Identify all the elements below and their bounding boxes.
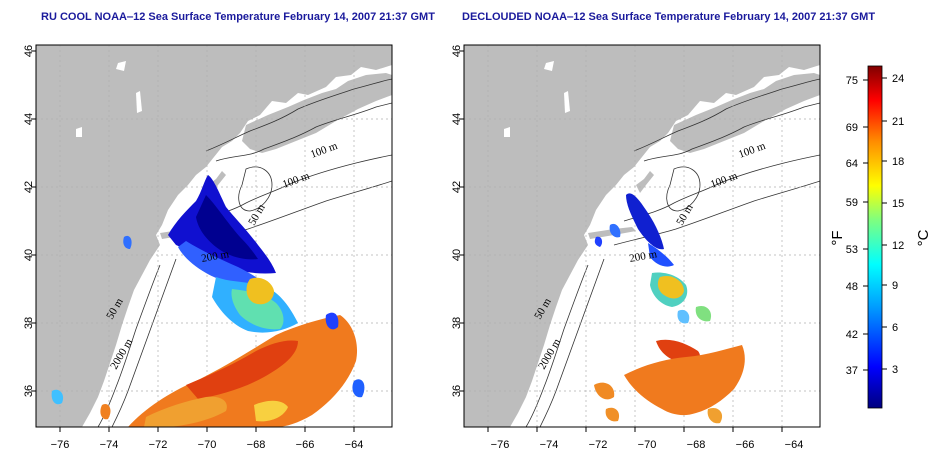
y-tick-label: 46 [23, 45, 35, 57]
colorbar-celsius-unit: °C [915, 229, 932, 246]
x-tick-label: −66 [296, 439, 315, 451]
colorbar-f-tick: 53 [846, 244, 858, 256]
left-panel-title: RU COOL NOAA‒12 Sea Surface Temperature … [41, 11, 435, 23]
x-tick-label: −64 [785, 439, 804, 451]
colorbar-f-tick: 69 [846, 122, 858, 134]
y-tick-label: 44 [451, 113, 463, 125]
x-tick-label: −72 [149, 439, 168, 451]
left-y-axis: 36 38 40 42 44 46 [23, 45, 36, 397]
right-map [464, 45, 820, 427]
colorbar-c-tick: 6 [892, 322, 898, 334]
colorbar-c-tick: 9 [892, 280, 898, 292]
x-tick-label: −76 [51, 439, 70, 451]
colorbar: 75 69 64 59 53 48 42 37 24 21 18 15 12 9… [829, 65, 932, 409]
y-tick-label: 44 [23, 113, 35, 125]
x-tick-label: −70 [198, 439, 217, 451]
y-tick-label: 42 [23, 181, 35, 193]
contour-label: 200 m [628, 248, 658, 265]
y-tick-label: 36 [23, 385, 35, 397]
colorbar-f-tick: 59 [846, 197, 858, 209]
y-tick-label: 42 [451, 181, 463, 193]
y-tick-label: 36 [451, 385, 463, 397]
right-y-axis: 36 38 40 42 44 46 [451, 45, 464, 397]
y-tick-label: 38 [451, 317, 463, 329]
y-tick-label: 38 [23, 317, 35, 329]
left-map [36, 45, 392, 427]
x-tick-label: −70 [638, 439, 657, 451]
colorbar-c-tick: 21 [892, 116, 904, 128]
y-tick-label: 40 [23, 249, 35, 261]
y-tick-label: 46 [451, 45, 463, 57]
colorbar-c-tick: 15 [892, 198, 904, 210]
colorbar-c-tick: 24 [892, 73, 904, 85]
right-panel-title: DECLOUDED NOAA‒12 Sea Surface Temperatur… [462, 11, 876, 23]
contour-label: 200 m [200, 248, 230, 265]
x-tick-label: −76 [491, 439, 510, 451]
left-map-frame [35, 44, 393, 428]
colorbar-f-tick: 37 [846, 365, 858, 377]
right-x-axis: −76 −74 −72 −70 −68 −66 −64 [487, 427, 804, 451]
right-map-frame [463, 44, 821, 428]
colorbar-gradient [867, 65, 883, 409]
colorbar-f-tick: 42 [846, 329, 858, 341]
colorbar-c-tick: 12 [892, 240, 904, 252]
colorbar-f-tick: 48 [846, 281, 858, 293]
x-tick-label: −68 [247, 439, 266, 451]
x-tick-label: −64 [345, 439, 364, 451]
x-tick-label: −66 [736, 439, 755, 451]
colorbar-f-tick: 64 [846, 158, 858, 170]
colorbar-fahrenheit-unit: °F [829, 230, 846, 245]
x-tick-label: −74 [100, 439, 119, 451]
y-tick-label: 40 [451, 249, 463, 261]
colorbar-f-tick: 75 [846, 75, 858, 87]
x-tick-label: −72 [589, 439, 608, 451]
x-tick-label: −68 [687, 439, 706, 451]
left-x-axis: −76 −74 −72 −70 −68 −66 −64 [51, 427, 364, 451]
x-tick-label: −74 [540, 439, 559, 451]
colorbar-c-tick: 18 [892, 156, 904, 168]
colorbar-c-tick: 3 [892, 364, 898, 376]
